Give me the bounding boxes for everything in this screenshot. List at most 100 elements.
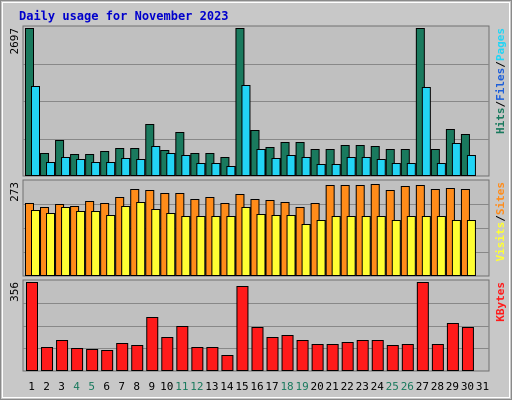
visits-bar-day-27 (421, 216, 431, 276)
hits-bar-day-28 (430, 149, 440, 176)
series-visits (31, 202, 476, 276)
x-tick-label: 18 (280, 380, 293, 393)
series-pages (31, 85, 476, 176)
pages-bar-day-9 (151, 146, 161, 176)
kbytes-bar-day-19 (296, 340, 309, 371)
legend-separator: / (494, 215, 507, 222)
series-legend: Hits/Files/Pages (494, 28, 507, 134)
hits-bar-day-26 (400, 149, 410, 176)
visits-bar-day-18 (286, 215, 296, 276)
x-tick-label: 17 (265, 380, 278, 393)
y-max-label: 273 (8, 182, 21, 202)
kbytes-bar-day-25 (386, 345, 399, 371)
visits-bar-day-6 (106, 215, 116, 276)
visits-bar-day-19 (301, 224, 311, 276)
kbytes-bar-day-23 (356, 340, 369, 371)
pages-bar-day-25 (391, 163, 401, 176)
kbytes-bar-day-4 (71, 348, 84, 371)
legend-kbytes: KBytes (494, 282, 507, 322)
kbytes-bar-day-14 (221, 355, 234, 371)
series-sites (25, 184, 470, 276)
x-tick-label: 28 (431, 380, 444, 393)
pages-bar-day-22 (346, 157, 356, 176)
pages-bar-day-12 (196, 163, 206, 176)
pages-bar-day-2 (46, 162, 56, 176)
pages-bar-day-6 (106, 162, 116, 176)
kbytes-bar-day-6 (101, 350, 114, 371)
x-tick-label: 16 (250, 380, 263, 393)
pages-bar-day-19 (301, 157, 311, 176)
kbytes-bar-day-1 (26, 282, 38, 371)
x-tick-label: 15 (235, 380, 248, 393)
x-tick-label: 30 (461, 380, 474, 393)
pages-bar-day-15 (241, 85, 251, 176)
panel-3: 356 KBytes (8, 279, 507, 372)
visits-bar-day-29 (451, 220, 461, 276)
pages-bar-day-16 (256, 149, 266, 176)
pages-bar-day-11 (181, 155, 191, 176)
kbytes-bar-day-3 (56, 340, 69, 371)
visits-bar-day-8 (136, 202, 146, 276)
kbytes-bar-day-7 (116, 343, 129, 371)
kbytes-bar-day-18 (281, 335, 294, 371)
x-tick-label: 20 (311, 380, 324, 393)
x-tick-label: 25 (386, 380, 399, 393)
visits-bar-day-16 (256, 214, 266, 276)
visits-bar-day-9 (151, 209, 161, 276)
pages-bar-day-3 (61, 157, 71, 176)
chart-title: Daily usage for November 2023 (19, 9, 229, 23)
pages-bar-day-10 (166, 153, 176, 176)
legend-separator: / (494, 61, 507, 68)
legend-separator: / (494, 101, 507, 108)
visits-bar-day-2 (46, 213, 56, 276)
visits-bar-day-12 (196, 216, 206, 276)
y-max-label: 356 (8, 282, 21, 302)
legend-visits: Visits (494, 222, 507, 262)
visits-bar-day-5 (91, 211, 101, 276)
y-max-label: 2697 (8, 28, 21, 55)
x-tick-label: 6 (103, 380, 110, 393)
x-tick-label: 22 (341, 380, 354, 393)
visits-bar-day-14 (226, 216, 236, 276)
x-tick-label: 1 (28, 380, 35, 393)
visits-bar-day-26 (406, 216, 416, 276)
x-tick-label: 29 (446, 380, 459, 393)
kbytes-bar-day-13 (206, 347, 219, 371)
x-tick-label: 24 (371, 380, 385, 393)
visits-bar-day-21 (331, 216, 341, 276)
x-tick-label: 31 (476, 380, 489, 393)
x-tick-label: 8 (133, 380, 140, 393)
pages-bar-day-29 (451, 143, 461, 176)
x-tick-label: 13 (205, 380, 218, 393)
kbytes-bar-day-26 (401, 344, 414, 371)
x-axis: 1 2 3 4 5 6 7 8 9 10 11 12 13 14 15 16 17 18 19 20 21 22 23 24 2… (28, 380, 489, 393)
visits-bar-day-15 (241, 207, 251, 276)
x-tick-label: 5 (88, 380, 95, 393)
hits-bar-day-21 (325, 149, 335, 176)
x-tick-label: 11 (175, 380, 188, 393)
kbytes-bar-day-21 (326, 344, 339, 371)
visits-bar-day-20 (316, 220, 326, 276)
legend-hits: Hits (494, 108, 507, 135)
kbytes-bar-day-8 (131, 345, 144, 371)
pages-bar-day-24 (376, 159, 386, 176)
pages-bar-day-8 (136, 159, 146, 176)
pages-bar-day-21 (331, 164, 341, 176)
visits-bar-day-28 (436, 216, 446, 276)
visits-bar-day-24 (376, 216, 386, 276)
x-tick-label: 12 (190, 380, 203, 393)
pages-bar-day-14 (226, 166, 236, 176)
pages-bar-day-20 (316, 164, 326, 176)
kbytes-bar-day-24 (371, 340, 384, 371)
kbytes-bar-day-29 (446, 323, 459, 371)
pages-bar-day-4 (76, 159, 86, 176)
kbytes-bar-day-27 (416, 282, 429, 371)
x-tick-label: 10 (160, 380, 173, 393)
pages-bar-day-28 (436, 163, 446, 176)
kbytes-bar-day-10 (161, 337, 174, 371)
kbytes-bar-day-5 (86, 349, 99, 371)
visits-bar-day-22 (346, 216, 356, 276)
kbytes-bar-day-20 (311, 344, 324, 371)
